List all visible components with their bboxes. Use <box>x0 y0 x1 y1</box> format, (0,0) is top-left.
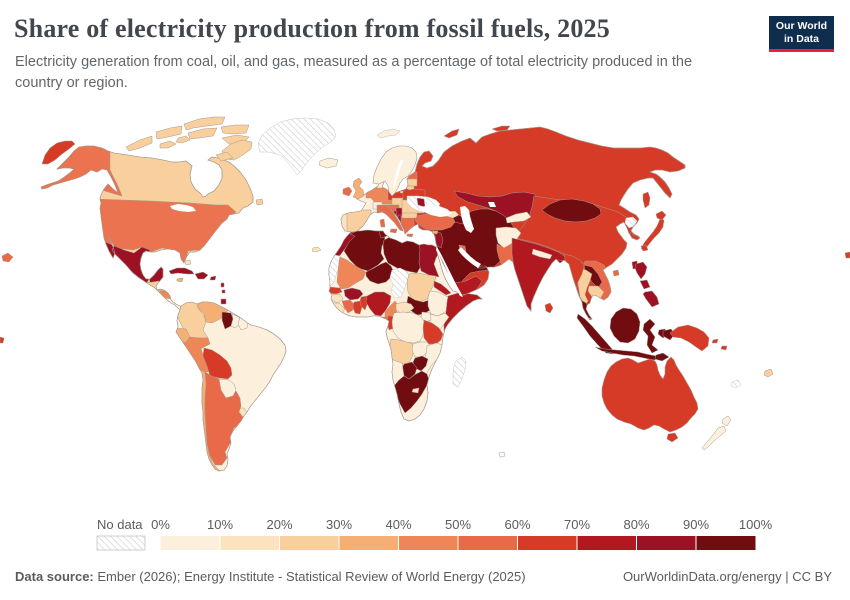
svg-text:50%: 50% <box>445 517 471 532</box>
svg-text:40%: 40% <box>385 517 411 532</box>
svg-text:100%: 100% <box>739 517 773 532</box>
svg-text:10%: 10% <box>207 517 233 532</box>
svg-text:30%: 30% <box>326 517 352 532</box>
svg-text:0%: 0% <box>151 517 170 532</box>
svg-text:20%: 20% <box>266 517 292 532</box>
svg-text:60%: 60% <box>504 517 530 532</box>
svg-text:80%: 80% <box>623 517 649 532</box>
svg-text:70%: 70% <box>564 517 590 532</box>
svg-text:90%: 90% <box>683 517 709 532</box>
